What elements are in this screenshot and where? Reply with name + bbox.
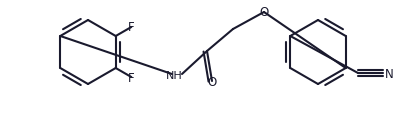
Text: NH: NH bbox=[166, 70, 183, 80]
Text: O: O bbox=[259, 6, 268, 19]
Text: O: O bbox=[208, 75, 217, 88]
Text: F: F bbox=[128, 21, 135, 34]
Text: F: F bbox=[128, 71, 135, 84]
Text: N: N bbox=[385, 67, 393, 80]
